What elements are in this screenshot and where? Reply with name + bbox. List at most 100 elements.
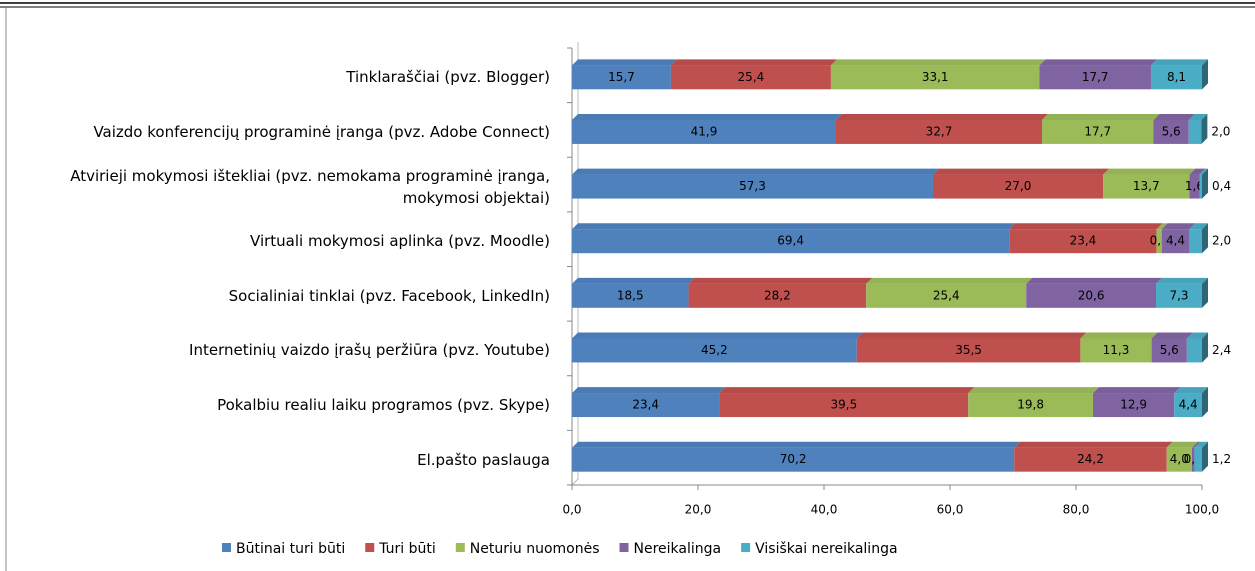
value-label: 8,1 — [1167, 70, 1186, 84]
bar-segment — [1189, 229, 1202, 254]
x-tick-label: 20,0 — [685, 503, 712, 517]
bar-segment — [572, 119, 836, 144]
bar-top — [719, 387, 975, 394]
category-label: Vaizdo konferencijų programinė įranga (p… — [93, 122, 550, 141]
bar-top — [572, 441, 1021, 448]
back-wall — [571, 42, 579, 486]
value-label: 5,6 — [1162, 124, 1181, 138]
legend-swatch — [222, 543, 231, 552]
bar-top — [1166, 441, 1198, 448]
bar-segment — [1191, 447, 1195, 472]
value-label: 0,4 — [1212, 179, 1231, 193]
x-tick-label: 40,0 — [811, 503, 838, 517]
bar-segment — [1153, 119, 1189, 144]
category-label: Tinklaraščiai (pvz. Blogger) — [346, 68, 550, 87]
bar-top — [1014, 441, 1173, 448]
bar-top — [572, 113, 842, 120]
bar-top — [1093, 387, 1181, 394]
bar-top — [1080, 332, 1158, 339]
value-label: 23,4 — [632, 398, 659, 412]
bar-segment — [1161, 229, 1190, 254]
bar-top — [572, 59, 677, 66]
bar-top — [1153, 113, 1195, 120]
bar-top — [968, 387, 1100, 394]
value-label: 27,0 — [1005, 179, 1032, 193]
bar-segment — [856, 338, 1081, 363]
legend-swatch — [619, 543, 629, 552]
value-label: 15,7 — [608, 70, 635, 84]
value-label: 1,2 — [1212, 452, 1231, 466]
bar-segment — [572, 65, 671, 90]
bar-segment — [968, 393, 1094, 418]
bar-top — [1194, 441, 1208, 448]
legend-label: Neturiu nuomonės — [470, 541, 600, 557]
bar-side — [1202, 332, 1208, 363]
x-tick-label: 80,0 — [1063, 503, 1090, 517]
bar-top — [1161, 223, 1196, 230]
bar-segment — [1199, 174, 1202, 199]
bar-top — [572, 168, 939, 175]
bar-segment — [835, 119, 1042, 144]
bar-segment — [830, 65, 1040, 90]
bar-top — [1151, 332, 1193, 339]
bar-top — [1156, 277, 1208, 284]
bar-top — [932, 168, 1110, 175]
value-label: 35,5 — [955, 343, 982, 357]
bar-segment — [866, 283, 1027, 308]
bar-top — [1009, 223, 1163, 230]
bar-segment — [1150, 65, 1202, 90]
bar-top — [1103, 168, 1196, 175]
bar-segment — [1186, 338, 1202, 363]
bar-side — [1202, 441, 1208, 472]
bar-top — [1174, 387, 1208, 394]
bar-side — [1202, 277, 1208, 308]
bar-segment — [572, 283, 689, 308]
category-label: Virtuali mokymosi aplinka (pvz. Moodle) — [250, 232, 550, 251]
value-label: 19,8 — [1017, 398, 1044, 412]
bar-top — [835, 113, 1048, 120]
bar-top — [1039, 59, 1157, 66]
bar-top — [866, 277, 1033, 284]
bar-segment — [1156, 229, 1162, 254]
bar-segment — [1156, 283, 1202, 308]
value-label: 28,2 — [764, 288, 791, 302]
bar-top — [1189, 168, 1206, 175]
value-label: 45,2 — [701, 343, 728, 357]
bar-segment — [1151, 338, 1187, 363]
bar-segment — [1188, 119, 1202, 144]
bar-segment — [1041, 119, 1154, 144]
bar-segment — [1103, 174, 1190, 199]
bar-side — [1202, 168, 1208, 199]
value-label: 32,7 — [926, 124, 953, 138]
category-label: Pokalbiu realiu laiku programos (pvz. Sk… — [217, 396, 550, 415]
bar-top — [1026, 277, 1163, 284]
x-tick-label: 100,0 — [1185, 503, 1219, 517]
bar-segment — [572, 174, 933, 199]
bar-segment — [688, 283, 867, 308]
bar-side — [1202, 223, 1208, 254]
bar-top — [1191, 441, 1201, 448]
value-label: 25,4 — [738, 70, 765, 84]
value-label: 24,2 — [1077, 452, 1104, 466]
bar-side — [1202, 59, 1208, 90]
bar-top — [1186, 332, 1208, 339]
bar-top — [830, 59, 1046, 66]
bar-segment — [1009, 229, 1157, 254]
value-label: 18,5 — [617, 288, 644, 302]
bar-top — [1150, 59, 1208, 66]
bar-top — [572, 223, 1016, 230]
legend-swatch — [455, 543, 465, 552]
bar-side — [1201, 113, 1208, 144]
bar-segment — [1194, 447, 1202, 472]
bar-top — [1156, 223, 1168, 230]
bar-top — [1199, 168, 1208, 175]
bar-top — [1188, 113, 1208, 120]
category-label: Socialiniai tinklai (pvz. Facebook, Link… — [228, 286, 550, 305]
legend-label: Būtinai turi būti — [236, 541, 345, 557]
category-label: Internetinių vaizdo įrašų peržiūra (pvz.… — [189, 341, 550, 360]
value-label: 4,4 — [1166, 234, 1185, 248]
legend-swatch — [741, 543, 751, 552]
bar-top — [572, 332, 863, 339]
value-label: 2,4 — [1212, 343, 1231, 357]
